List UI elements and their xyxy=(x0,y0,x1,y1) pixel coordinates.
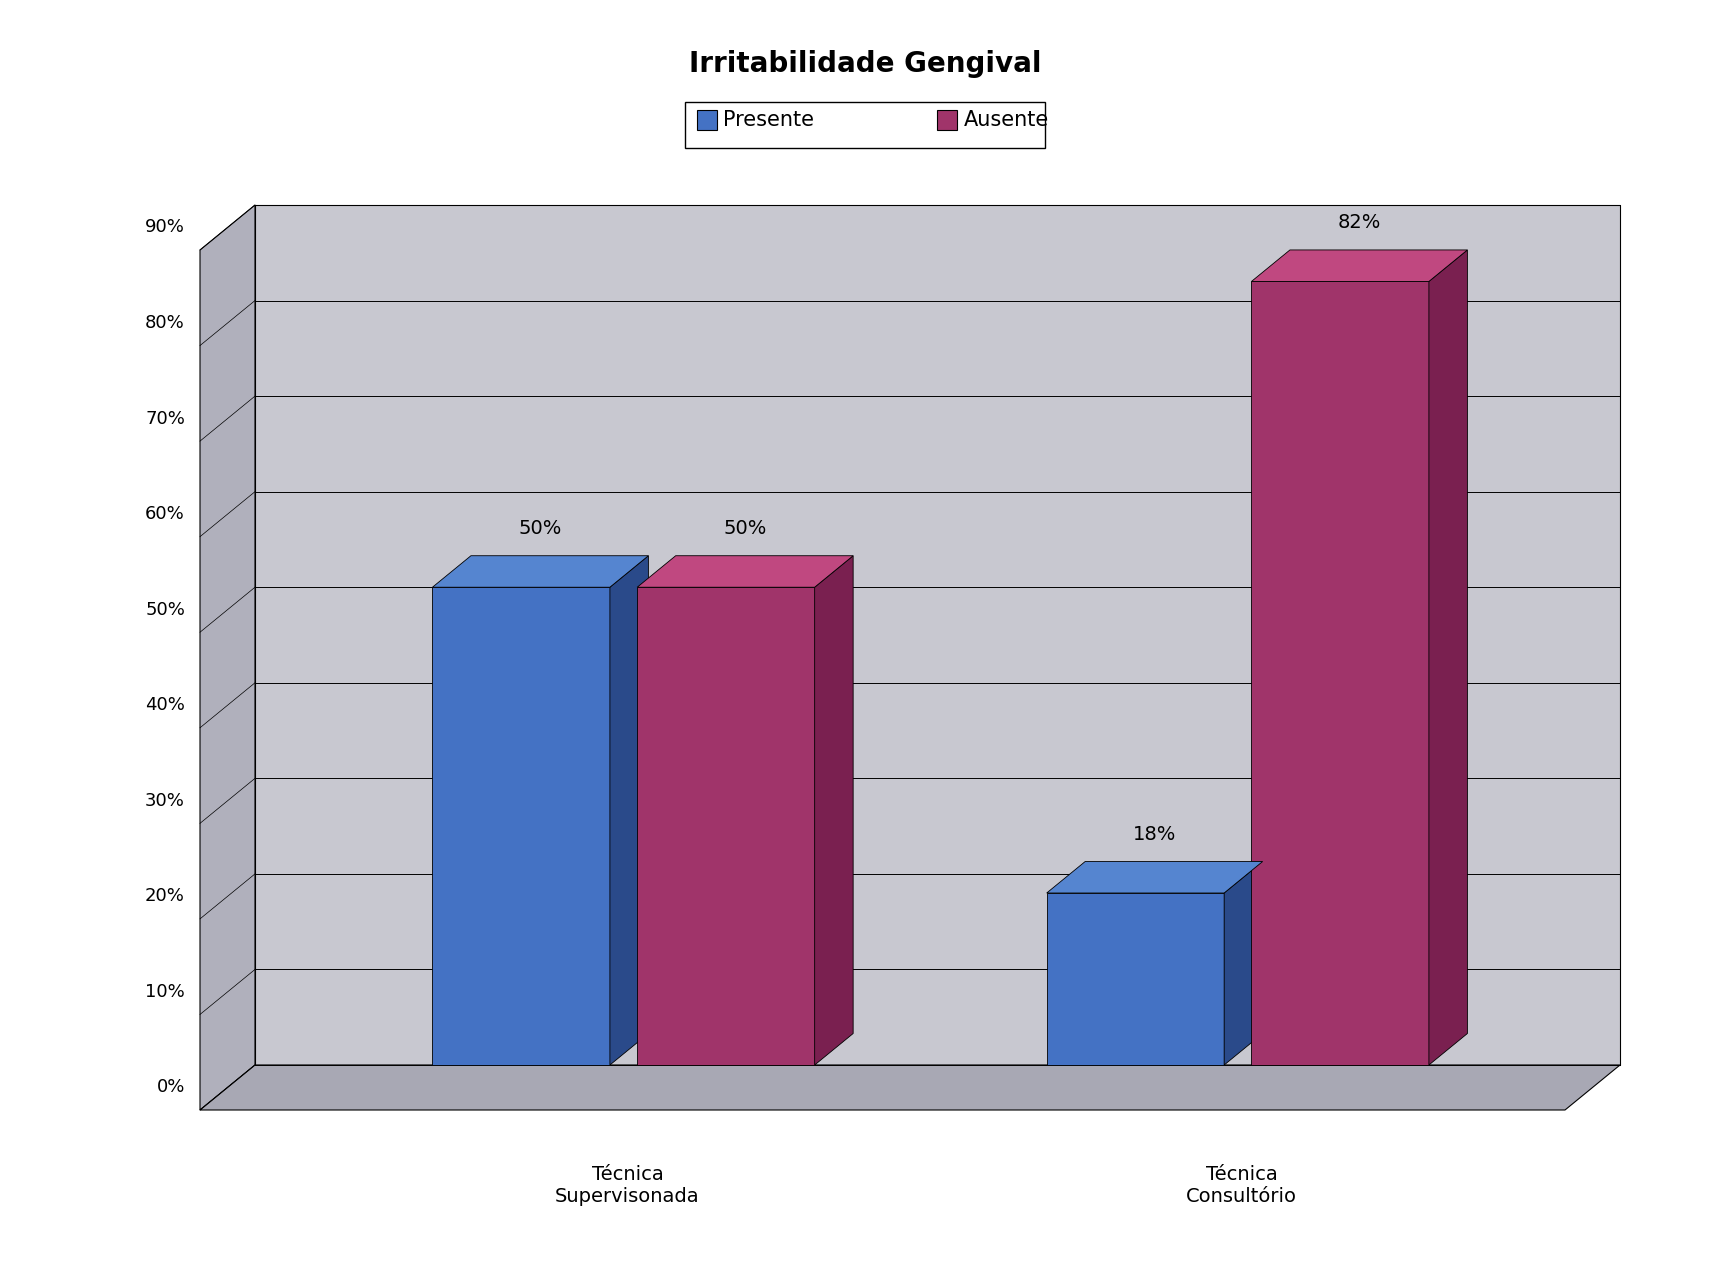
Text: 80%: 80% xyxy=(145,314,185,331)
Polygon shape xyxy=(1427,250,1467,1065)
Text: 90%: 90% xyxy=(145,219,185,237)
Text: 10%: 10% xyxy=(145,983,185,1001)
Polygon shape xyxy=(201,1065,1619,1109)
Text: Técnica
Supervisonada: Técnica Supervisonada xyxy=(555,1165,699,1206)
Polygon shape xyxy=(201,205,254,1109)
Text: 60%: 60% xyxy=(145,505,185,524)
Text: Presente: Presente xyxy=(723,110,815,130)
Text: 50%: 50% xyxy=(723,519,766,538)
Polygon shape xyxy=(637,555,853,587)
Polygon shape xyxy=(1251,250,1467,281)
Polygon shape xyxy=(1223,861,1261,1065)
Polygon shape xyxy=(432,587,609,1065)
Polygon shape xyxy=(432,555,649,587)
Text: 70%: 70% xyxy=(145,410,185,428)
Text: Irritabilidade Gengival: Irritabilidade Gengival xyxy=(689,51,1041,78)
Text: 82%: 82% xyxy=(1337,213,1381,231)
Text: 50%: 50% xyxy=(145,601,185,619)
Polygon shape xyxy=(1047,861,1261,893)
Polygon shape xyxy=(1251,281,1427,1065)
Text: 30%: 30% xyxy=(145,792,185,810)
Text: 20%: 20% xyxy=(145,887,185,906)
Polygon shape xyxy=(254,205,1619,1065)
Polygon shape xyxy=(938,110,957,130)
Polygon shape xyxy=(815,555,853,1065)
Text: Técnica
Consultório: Técnica Consultório xyxy=(1185,1165,1296,1206)
Polygon shape xyxy=(609,555,649,1065)
Polygon shape xyxy=(637,587,815,1065)
Polygon shape xyxy=(1047,893,1223,1065)
Text: 50%: 50% xyxy=(519,519,562,538)
Text: 0%: 0% xyxy=(156,1079,185,1097)
Text: 18%: 18% xyxy=(1133,825,1176,844)
Text: 40%: 40% xyxy=(145,696,185,715)
Polygon shape xyxy=(685,102,1045,148)
Text: Ausente: Ausente xyxy=(964,110,1048,130)
Polygon shape xyxy=(697,110,718,130)
